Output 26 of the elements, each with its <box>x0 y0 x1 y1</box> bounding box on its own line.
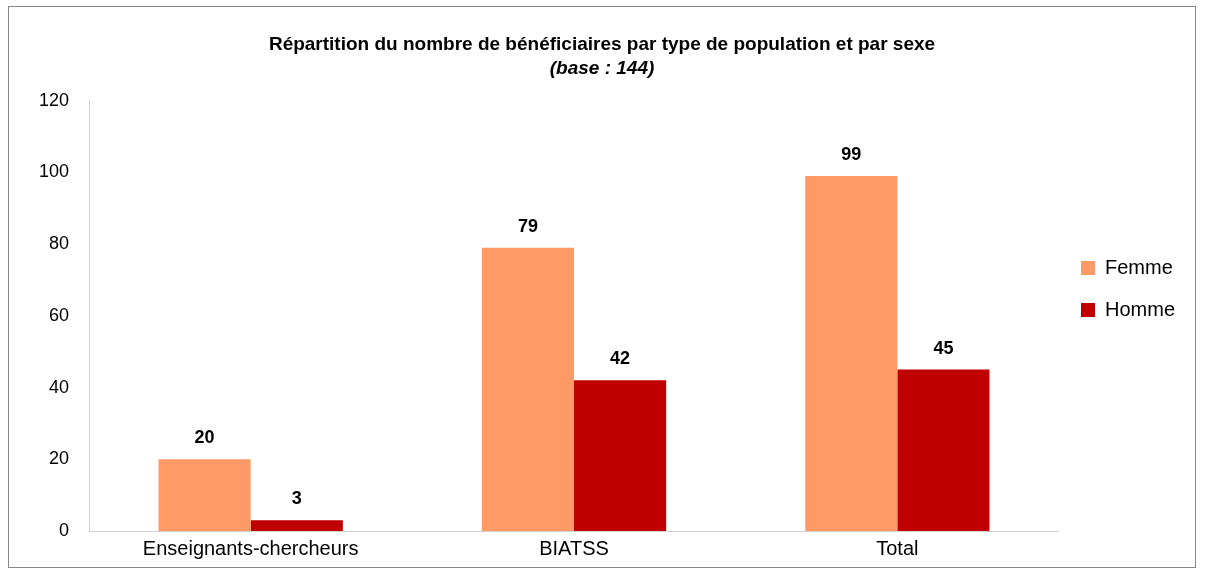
legend-label: Homme <box>1104 297 1176 320</box>
x-tick-label: Enseignants-chercheurs <box>142 536 359 559</box>
data-label: 42 <box>610 348 631 369</box>
data-label: 99 <box>841 143 862 164</box>
chart-title: Répartition du nombre de bénéficiaires par type de population et par sexe <box>268 32 936 54</box>
data-label: 3 <box>291 488 302 509</box>
bar <box>158 459 251 531</box>
chart-subtitle: (base : 144) <box>549 57 655 79</box>
y-tick-label: 0 <box>59 519 70 540</box>
y-tick-label: 100 <box>38 161 70 182</box>
y-tick-label: 120 <box>38 89 70 110</box>
bar <box>897 369 990 531</box>
y-tick-label: 80 <box>49 233 70 254</box>
y-tick-label: 40 <box>49 376 70 397</box>
legend-label: Femme <box>1104 255 1173 278</box>
y-tick-label: 60 <box>49 304 70 325</box>
bar <box>574 380 667 531</box>
data-label: 45 <box>933 337 954 358</box>
x-tick-label: Total <box>876 536 919 559</box>
bar <box>805 175 898 531</box>
data-label: 20 <box>194 427 215 448</box>
y-tick-label: 20 <box>49 448 70 469</box>
bar <box>250 520 343 531</box>
x-tick-label: BIATSS <box>539 536 609 559</box>
data-label: 79 <box>517 215 538 236</box>
bar <box>481 247 575 531</box>
